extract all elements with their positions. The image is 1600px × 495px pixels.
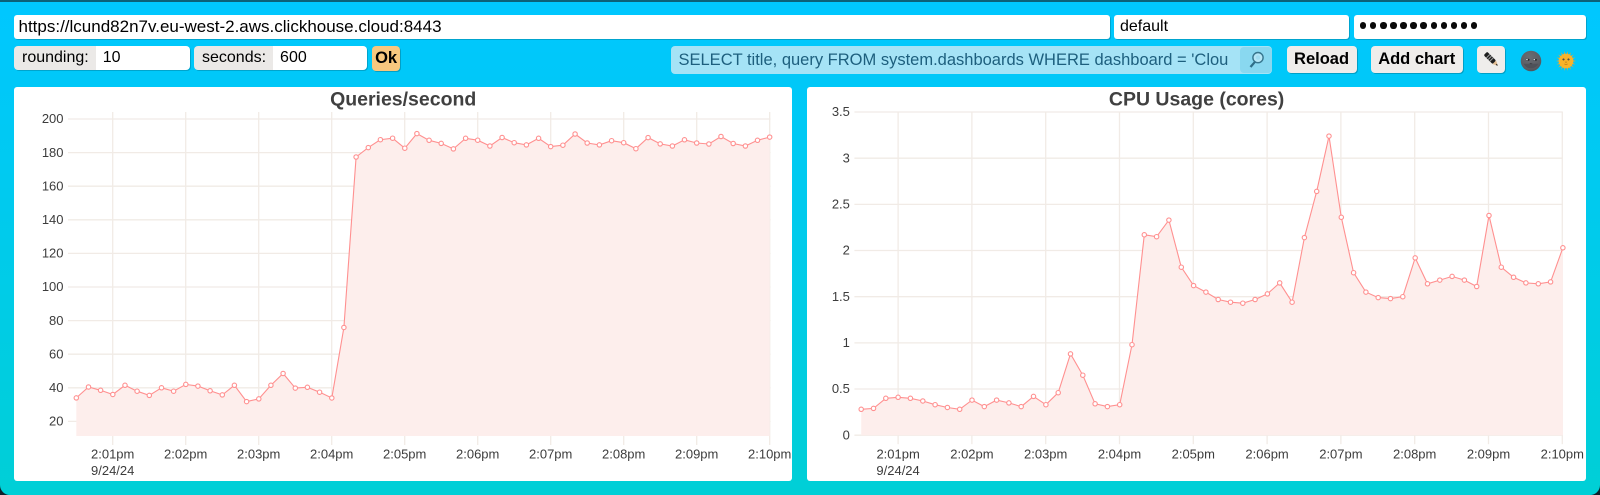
svg-text:2: 2 xyxy=(843,242,850,257)
svg-text:9/24/24: 9/24/24 xyxy=(876,463,919,478)
svg-text:140: 140 xyxy=(42,212,64,227)
svg-text:100: 100 xyxy=(42,279,64,294)
svg-text:0.5: 0.5 xyxy=(832,381,850,396)
svg-text:2:01pm: 2:01pm xyxy=(91,446,134,461)
svg-text:2:04pm: 2:04pm xyxy=(1098,446,1141,461)
svg-text:2:05pm: 2:05pm xyxy=(1172,446,1215,461)
svg-text:0: 0 xyxy=(843,427,850,442)
svg-text:2:02pm: 2:02pm xyxy=(950,446,993,461)
svg-text:160: 160 xyxy=(42,178,64,193)
svg-text:2:06pm: 2:06pm xyxy=(456,446,499,461)
svg-text:2:10pm: 2:10pm xyxy=(748,446,791,461)
svg-text:9/24/24: 9/24/24 xyxy=(91,463,134,478)
svg-text:120: 120 xyxy=(42,245,64,260)
svg-text:2:08pm: 2:08pm xyxy=(1393,446,1436,461)
svg-text:1: 1 xyxy=(843,335,850,350)
svg-text:40: 40 xyxy=(49,380,63,395)
svg-text:2:03pm: 2:03pm xyxy=(237,446,280,461)
svg-text:2:07pm: 2:07pm xyxy=(1319,446,1362,461)
svg-text:80: 80 xyxy=(49,313,63,328)
svg-text:2:09pm: 2:09pm xyxy=(675,446,718,461)
svg-text:2:01pm: 2:01pm xyxy=(876,446,919,461)
svg-text:2:09pm: 2:09pm xyxy=(1467,446,1510,461)
svg-text:2:10pm: 2:10pm xyxy=(1541,446,1584,461)
svg-text:2:03pm: 2:03pm xyxy=(1024,446,1067,461)
svg-text:CPU Usage (cores): CPU Usage (cores) xyxy=(1109,88,1284,110)
svg-text:2:02pm: 2:02pm xyxy=(164,446,207,461)
svg-text:1.5: 1.5 xyxy=(832,289,850,304)
svg-text:2:08pm: 2:08pm xyxy=(602,446,645,461)
svg-text:20: 20 xyxy=(49,413,63,428)
svg-text:2:05pm: 2:05pm xyxy=(383,446,426,461)
svg-text:2:04pm: 2:04pm xyxy=(310,446,353,461)
svg-text:2:06pm: 2:06pm xyxy=(1245,446,1288,461)
svg-text:2:07pm: 2:07pm xyxy=(529,446,572,461)
svg-text:3: 3 xyxy=(843,150,850,165)
svg-text:Queries/second: Queries/second xyxy=(330,88,476,110)
svg-text:60: 60 xyxy=(49,346,63,361)
svg-text:3.5: 3.5 xyxy=(832,104,850,119)
svg-text:2.5: 2.5 xyxy=(832,196,850,211)
svg-text:180: 180 xyxy=(42,145,64,160)
svg-text:200: 200 xyxy=(42,111,64,126)
